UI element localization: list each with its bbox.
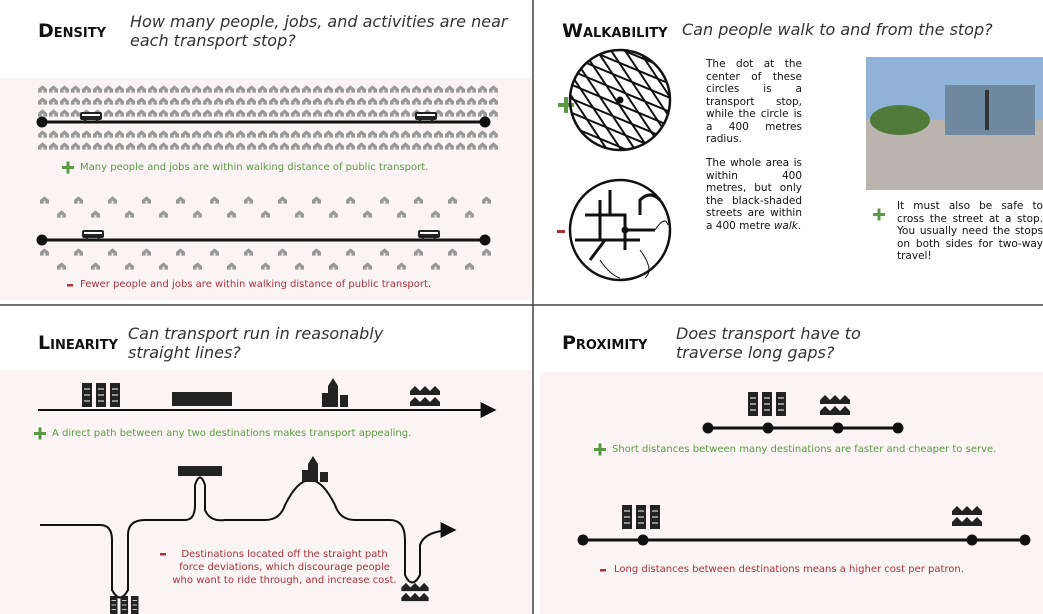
illustration [0, 0, 1043, 614]
walk-circles [520, 10, 712, 280]
panel-question: Can transport run in reasonably straight… [128, 324, 388, 362]
street [560, 52, 680, 102]
note: Long distances between destinations mean… [614, 564, 964, 575]
note: The dot at the center of these circles i… [706, 58, 802, 146]
panel-question: How many people, jobs, and activities ar… [130, 12, 530, 50]
panel-question: Can people walk to and from the stop? [682, 20, 993, 39]
note-text: . [798, 220, 801, 232]
page: Density How many people, jobs, and activ… [0, 0, 1043, 614]
panel-title: Density [38, 20, 106, 42]
street [560, 122, 680, 172]
note: Destinations located off the straight pa… [172, 548, 397, 587]
note: Many people and jobs are within walking … [80, 162, 428, 173]
panel-title: Walkability [562, 20, 668, 42]
note: It must also be safe to cross the street… [897, 200, 1043, 263]
note: Fewer people and jobs are within walking… [80, 279, 431, 290]
note-emphasis: walk [774, 220, 798, 232]
street-photo [866, 57, 1043, 190]
panel-bg [540, 372, 1043, 614]
panel-title: Linearity [38, 332, 118, 354]
note: The whole area is within 400 metres, but… [706, 157, 802, 232]
note: A direct path between any two destinatio… [52, 428, 411, 439]
panel-title: Proximity [562, 332, 647, 354]
office-icon [622, 505, 660, 529]
office-icon [748, 392, 786, 416]
note: Short distances between many destination… [612, 444, 996, 455]
panel-question: Does transport have to traverse long gap… [676, 324, 926, 362]
